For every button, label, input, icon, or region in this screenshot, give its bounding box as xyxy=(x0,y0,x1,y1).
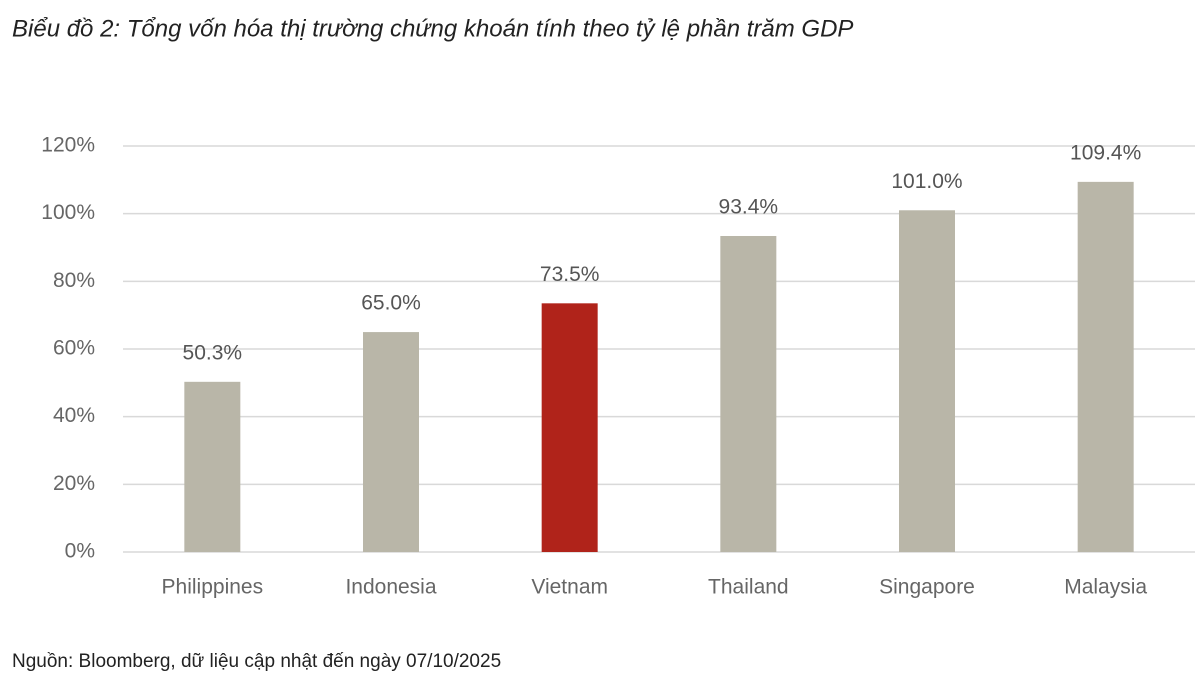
y-tick-label: 100% xyxy=(41,201,95,224)
y-tick-label: 120% xyxy=(41,134,95,157)
bar xyxy=(541,303,598,552)
bar xyxy=(363,332,419,552)
x-tick-label: Philippines xyxy=(162,576,264,599)
value-label: 50.3% xyxy=(183,341,243,364)
source-note: Nguồn: Bloomberg, dữ liệu cập nhật đến n… xyxy=(12,651,501,672)
y-tick-label: 60% xyxy=(53,337,95,360)
bar xyxy=(899,210,955,553)
x-tick-label: Vietnam xyxy=(531,576,608,599)
x-tick-label: Malaysia xyxy=(1064,576,1147,599)
value-label: 109.4% xyxy=(1070,141,1141,164)
value-label: 73.5% xyxy=(540,263,600,286)
bar xyxy=(184,381,241,552)
y-tick-label: 40% xyxy=(53,404,95,427)
bar xyxy=(720,235,777,552)
chart-title: Biểu đồ 2: Tổng vốn hóa thị trường chứng… xyxy=(12,15,853,42)
x-tick-label: Singapore xyxy=(879,576,975,599)
x-tick-label: Indonesia xyxy=(345,576,436,599)
value-label: 65.0% xyxy=(361,292,421,315)
x-tick-label: Thailand xyxy=(708,576,789,599)
y-tick-label: 80% xyxy=(53,269,95,292)
value-label: 101.0% xyxy=(891,170,962,193)
y-tick-label: 0% xyxy=(65,540,95,563)
y-tick-label: 20% xyxy=(53,472,95,495)
bar xyxy=(1077,181,1134,552)
value-label: 93.4% xyxy=(719,196,779,219)
